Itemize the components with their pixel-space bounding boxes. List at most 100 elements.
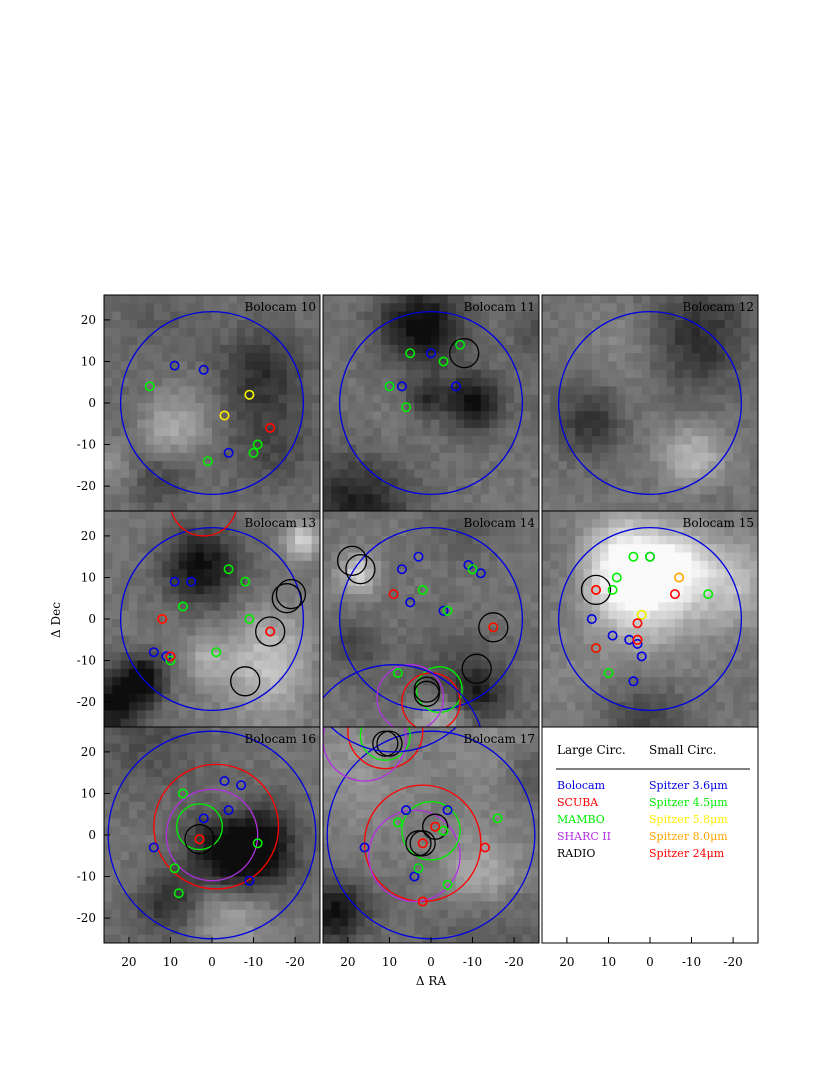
x-axis-label: Δ RA bbox=[416, 974, 447, 988]
large-circle-bolocam bbox=[329, 727, 458, 753]
chart-panel bbox=[323, 511, 539, 727]
x-tick-label: 0 bbox=[427, 955, 435, 969]
large-circle-radio bbox=[422, 813, 449, 840]
x-tick-label: 10 bbox=[382, 955, 397, 969]
legend-large-row: MAMBO bbox=[557, 813, 605, 826]
y-tick-label: 10 bbox=[81, 355, 96, 369]
small-circle-marker bbox=[603, 667, 614, 678]
grayscale-map bbox=[104, 295, 320, 511]
small-circle-marker bbox=[396, 381, 407, 392]
small-circle-marker bbox=[388, 589, 399, 600]
y-tick-label: -10 bbox=[77, 438, 96, 452]
x-tick-label: 10 bbox=[601, 955, 616, 969]
large-circle-mambo bbox=[176, 803, 223, 851]
legend-large-row: Bolocam bbox=[557, 779, 606, 792]
chart-panel bbox=[323, 295, 539, 511]
y-tick-label: 0 bbox=[88, 612, 96, 626]
y-tick-label: -20 bbox=[77, 911, 96, 925]
small-circle-marker bbox=[586, 613, 597, 624]
small-circle-marker bbox=[413, 551, 424, 562]
small-circle-marker bbox=[211, 647, 222, 658]
large-circle-sharc-ii bbox=[323, 727, 407, 782]
small-circle-marker bbox=[405, 348, 416, 359]
y-tick-label: 20 bbox=[81, 529, 96, 543]
small-circle-marker bbox=[475, 568, 486, 579]
x-tick-label: 0 bbox=[208, 955, 216, 969]
small-circle-marker bbox=[240, 576, 251, 587]
small-circle-marker bbox=[223, 564, 234, 575]
large-circle-mambo bbox=[415, 666, 463, 714]
small-circle-marker bbox=[632, 634, 643, 645]
small-circle-marker bbox=[401, 805, 412, 816]
small-circle-marker bbox=[644, 551, 655, 562]
panel-title: Bolocam 11 bbox=[464, 300, 535, 314]
large-circle-radio bbox=[255, 616, 286, 647]
x-tick-label: 20 bbox=[559, 955, 574, 969]
y-tick-label: -10 bbox=[77, 870, 96, 884]
x-tick-label: -10 bbox=[463, 955, 482, 969]
small-circle-marker bbox=[265, 626, 276, 637]
grayscale-map bbox=[323, 511, 539, 727]
small-circle-marker bbox=[223, 805, 234, 816]
large-circle-bolocam bbox=[557, 526, 743, 712]
small-circle-marker bbox=[202, 456, 213, 467]
large-circle-radio bbox=[372, 730, 399, 757]
small-circle-marker bbox=[223, 447, 234, 458]
axes: 20 10 0 -10 -20 20 10 0 -10 -20 20 10 0 -10 -20 20 10 0 -1… bbox=[77, 313, 743, 969]
legend-small-row: Spitzer 4.5μm bbox=[649, 796, 728, 809]
panel-title: Bolocam 13 bbox=[245, 516, 316, 530]
legend-header-small: Small Circ. bbox=[649, 743, 717, 757]
large-circle-radio bbox=[345, 554, 376, 585]
legend-header-large: Large Circ. bbox=[557, 743, 626, 757]
large-circle-radio bbox=[461, 653, 492, 684]
grayscale-map bbox=[323, 295, 539, 511]
small-circle-marker bbox=[467, 564, 478, 575]
small-circle-marker bbox=[148, 842, 159, 853]
small-circle-marker bbox=[703, 589, 714, 600]
large-circle-sharc-ii bbox=[376, 664, 445, 727]
small-circle-marker bbox=[632, 618, 643, 629]
large-circle-bolocam bbox=[119, 526, 305, 712]
x-tick-label: -20 bbox=[285, 955, 304, 969]
large-circle-bolocam bbox=[119, 310, 305, 496]
x-tick-label: -20 bbox=[504, 955, 523, 969]
small-circle-marker bbox=[455, 339, 466, 350]
small-circle-marker bbox=[359, 842, 370, 853]
small-circle-marker bbox=[169, 863, 180, 874]
small-circle-marker bbox=[632, 638, 643, 649]
small-circle-marker bbox=[244, 875, 255, 886]
large-circle-bolocam bbox=[557, 310, 743, 496]
large-circle-radio bbox=[413, 680, 440, 707]
small-circle-marker bbox=[442, 805, 453, 816]
x-tick-label: 20 bbox=[121, 955, 136, 969]
y-tick-label: 10 bbox=[81, 571, 96, 585]
small-circle-marker bbox=[177, 601, 188, 612]
grayscale-map bbox=[104, 511, 320, 727]
large-circle-sharc-ii bbox=[165, 788, 259, 882]
panel-title: Bolocam 16 bbox=[245, 732, 316, 746]
y-tick-label: 0 bbox=[88, 396, 96, 410]
large-circle-mambo bbox=[401, 801, 461, 861]
small-circle-marker bbox=[628, 551, 639, 562]
small-circle-marker bbox=[401, 402, 412, 413]
small-circle-marker bbox=[438, 825, 449, 836]
x-tick-label: -10 bbox=[682, 955, 701, 969]
large-circle-radio bbox=[405, 830, 432, 857]
large-circle-radio bbox=[336, 545, 368, 576]
grayscale-map bbox=[323, 727, 539, 943]
small-circle-marker bbox=[144, 381, 155, 392]
small-circle-marker bbox=[442, 879, 453, 890]
large-circle-bolocam bbox=[323, 664, 481, 727]
small-circle-marker bbox=[165, 655, 176, 666]
small-circle-marker bbox=[396, 564, 407, 575]
small-circle-marker bbox=[219, 775, 230, 786]
small-circle-marker bbox=[425, 348, 436, 359]
chart-panel bbox=[542, 511, 758, 727]
chart-panel bbox=[323, 727, 539, 943]
small-circle-marker bbox=[674, 572, 685, 583]
x-tick-label: 20 bbox=[340, 955, 355, 969]
small-circle-marker bbox=[405, 597, 416, 608]
small-circle-marker bbox=[607, 630, 618, 641]
chart-panel bbox=[542, 295, 758, 511]
small-circle-marker bbox=[669, 589, 680, 600]
